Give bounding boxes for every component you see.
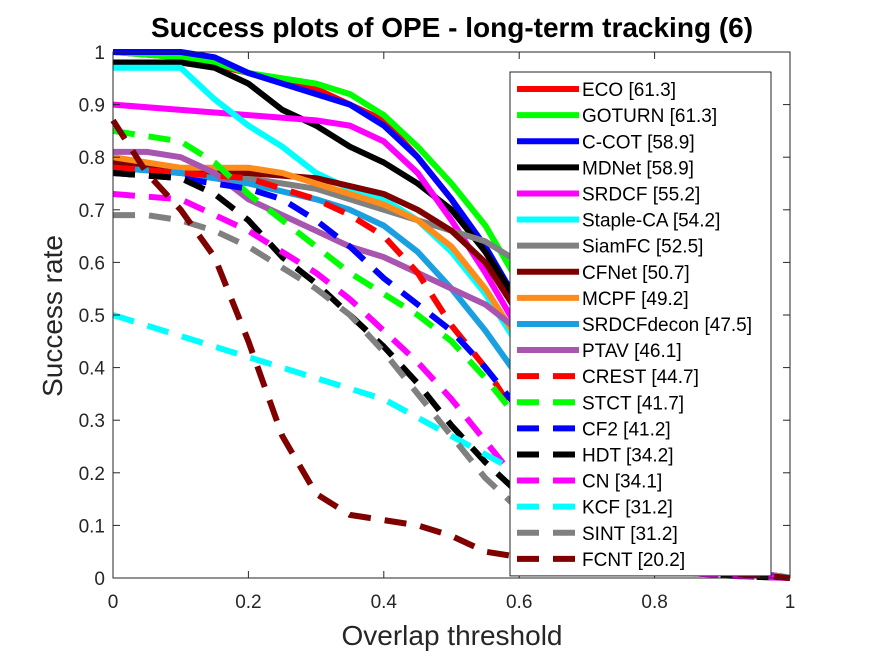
legend-label: PTAV [46.1] xyxy=(582,341,682,362)
legend-label: SINT [31.2] xyxy=(582,524,678,545)
legend-label: CFNet [50.7] xyxy=(582,263,690,284)
x-axis-label: Overlap threshold xyxy=(341,620,562,651)
legend-label: CF2 [41.2] xyxy=(582,419,671,440)
legend-label: KCF [31.2] xyxy=(582,498,673,519)
x-tick-label: 0.8 xyxy=(641,592,667,613)
legend: ECO [61.3] GOTURN [61.3] C-COT [58.9] MDNet… xyxy=(510,72,771,576)
y-tick-label: 0.4 xyxy=(79,359,106,380)
chart-title: Success plots of OPE - long-term trackin… xyxy=(151,12,753,43)
x-tick-label: 0.6 xyxy=(506,592,532,613)
legend-label: STCT [41.7] xyxy=(582,393,684,414)
legend-label: MDNet [58.9] xyxy=(582,158,694,179)
legend-label: CN [34.1] xyxy=(582,472,662,493)
y-tick-label: 0.1 xyxy=(79,516,105,537)
y-tick-label: 0.2 xyxy=(79,464,105,485)
legend-label: SRDCF [55.2] xyxy=(582,184,700,205)
x-tick-label: 0 xyxy=(108,592,119,613)
y-axis-label: Success rate xyxy=(37,235,68,397)
y-tick-label: 0.6 xyxy=(79,253,105,274)
legend-label: ECO [61.3] xyxy=(582,80,676,101)
x-tick-label: 0.2 xyxy=(235,592,261,613)
x-tick-label: 1 xyxy=(785,592,796,613)
legend-label: Staple-CA [54.2] xyxy=(582,211,720,232)
legend-label: GOTURN [61.3] xyxy=(582,106,717,127)
y-tick-label: 0.9 xyxy=(79,96,105,117)
legend-label: MCPF [49.2] xyxy=(582,289,689,310)
legend-label: CREST [44.7] xyxy=(582,367,699,388)
y-tick-label: 0.5 xyxy=(79,306,105,327)
x-tick-label: 0.4 xyxy=(371,592,398,613)
y-tick-label: 0 xyxy=(94,569,105,590)
legend-label: SiamFC [52.5] xyxy=(582,237,703,258)
legend-label: FCNT [20.2] xyxy=(582,550,685,571)
y-tick-label: 1 xyxy=(94,43,105,64)
legend-label: C-COT [58.9] xyxy=(582,132,695,153)
y-tick-label: 0.3 xyxy=(79,411,105,432)
legend-label: SRDCFdecon [47.5] xyxy=(582,315,752,336)
y-tick-label: 0.7 xyxy=(79,201,105,222)
y-tick-label: 0.8 xyxy=(79,148,105,169)
legend-label: HDT [34.2] xyxy=(582,445,674,466)
